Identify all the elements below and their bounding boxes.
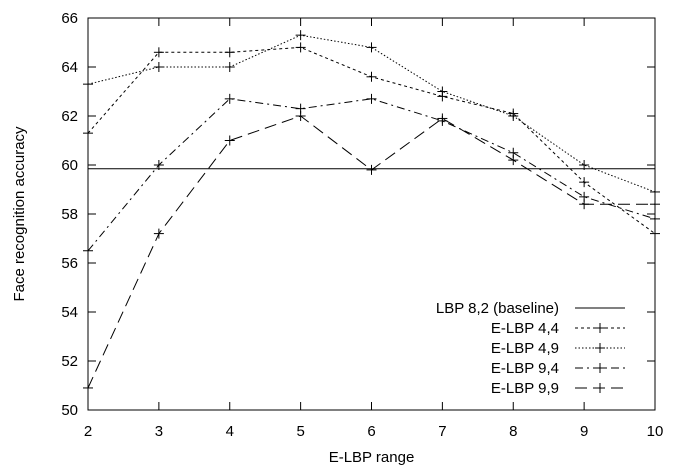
data-point bbox=[579, 160, 590, 170]
data-point bbox=[224, 135, 235, 146]
x-tick-label: 9 bbox=[580, 423, 588, 440]
y-tick-label: 50 bbox=[61, 402, 78, 419]
data-point bbox=[579, 177, 590, 188]
data-point bbox=[437, 86, 448, 97]
legend-label: E-LBP 4,9 bbox=[491, 340, 559, 357]
x-tick-label: 4 bbox=[226, 423, 234, 440]
legend-label: E-LBP 9,9 bbox=[491, 380, 559, 397]
data-point bbox=[508, 111, 519, 121]
x-tick-label: 2 bbox=[84, 423, 92, 440]
series-layer bbox=[83, 30, 660, 393]
y-axis-label: Face recognition accuracy bbox=[11, 126, 28, 302]
data-point bbox=[295, 111, 306, 121]
x-tick-label: 8 bbox=[509, 423, 517, 440]
legend-marker bbox=[595, 323, 605, 333]
legend-marker bbox=[595, 343, 605, 353]
y-tick-label: 58 bbox=[61, 206, 78, 223]
x-tick-label: 3 bbox=[155, 423, 163, 440]
data-point bbox=[366, 42, 377, 53]
legend-label: LBP 8,2 (baseline) bbox=[436, 300, 559, 317]
data-point bbox=[224, 47, 235, 58]
data-point bbox=[366, 71, 377, 82]
y-tick-label: 62 bbox=[61, 108, 78, 125]
legend-marker bbox=[595, 363, 605, 373]
data-point bbox=[153, 160, 164, 170]
data-point bbox=[366, 93, 377, 104]
series-4 bbox=[83, 111, 660, 393]
x-tick-label: 10 bbox=[647, 423, 664, 440]
series-line bbox=[87, 115, 655, 389]
x-tick-label: 6 bbox=[367, 423, 375, 440]
x-tick-label: 5 bbox=[296, 423, 304, 440]
data-point bbox=[224, 62, 235, 72]
x-axis-label: E-LBP range bbox=[329, 449, 415, 466]
x-axis-ticks: 2 3 4 5 6 7 8 9 10 bbox=[84, 18, 664, 440]
x-tick-label: 7 bbox=[438, 423, 446, 440]
data-point bbox=[437, 113, 448, 124]
legend-label: E-LBP 9,4 bbox=[491, 360, 559, 377]
data-point bbox=[153, 62, 164, 72]
y-tick-label: 64 bbox=[61, 59, 78, 76]
data-point bbox=[295, 42, 306, 53]
data-point bbox=[366, 164, 377, 175]
y-tick-label: 52 bbox=[61, 353, 78, 370]
plot-frame bbox=[87, 17, 656, 411]
legend: LBP 8,2 (baseline) E-LBP 4,4 E-LBP 4,9 E-LB… bbox=[436, 300, 625, 397]
data-point bbox=[508, 155, 519, 166]
y-tick-label: 56 bbox=[61, 255, 78, 272]
y-tick-label: 60 bbox=[61, 157, 78, 174]
legend-marker bbox=[595, 383, 605, 393]
y-tick-label: 54 bbox=[61, 304, 78, 321]
y-tick-label: 66 bbox=[61, 10, 78, 27]
data-point bbox=[153, 47, 164, 58]
legend-label: E-LBP 4,4 bbox=[491, 320, 559, 337]
data-point bbox=[153, 228, 164, 239]
data-point bbox=[295, 30, 306, 41]
series-line bbox=[87, 98, 656, 252]
y-axis-ticks: 50 52 54 56 58 60 62 64 66 bbox=[61, 10, 655, 419]
series-1 bbox=[83, 42, 660, 239]
data-point bbox=[579, 199, 590, 210]
data-point bbox=[224, 93, 235, 104]
